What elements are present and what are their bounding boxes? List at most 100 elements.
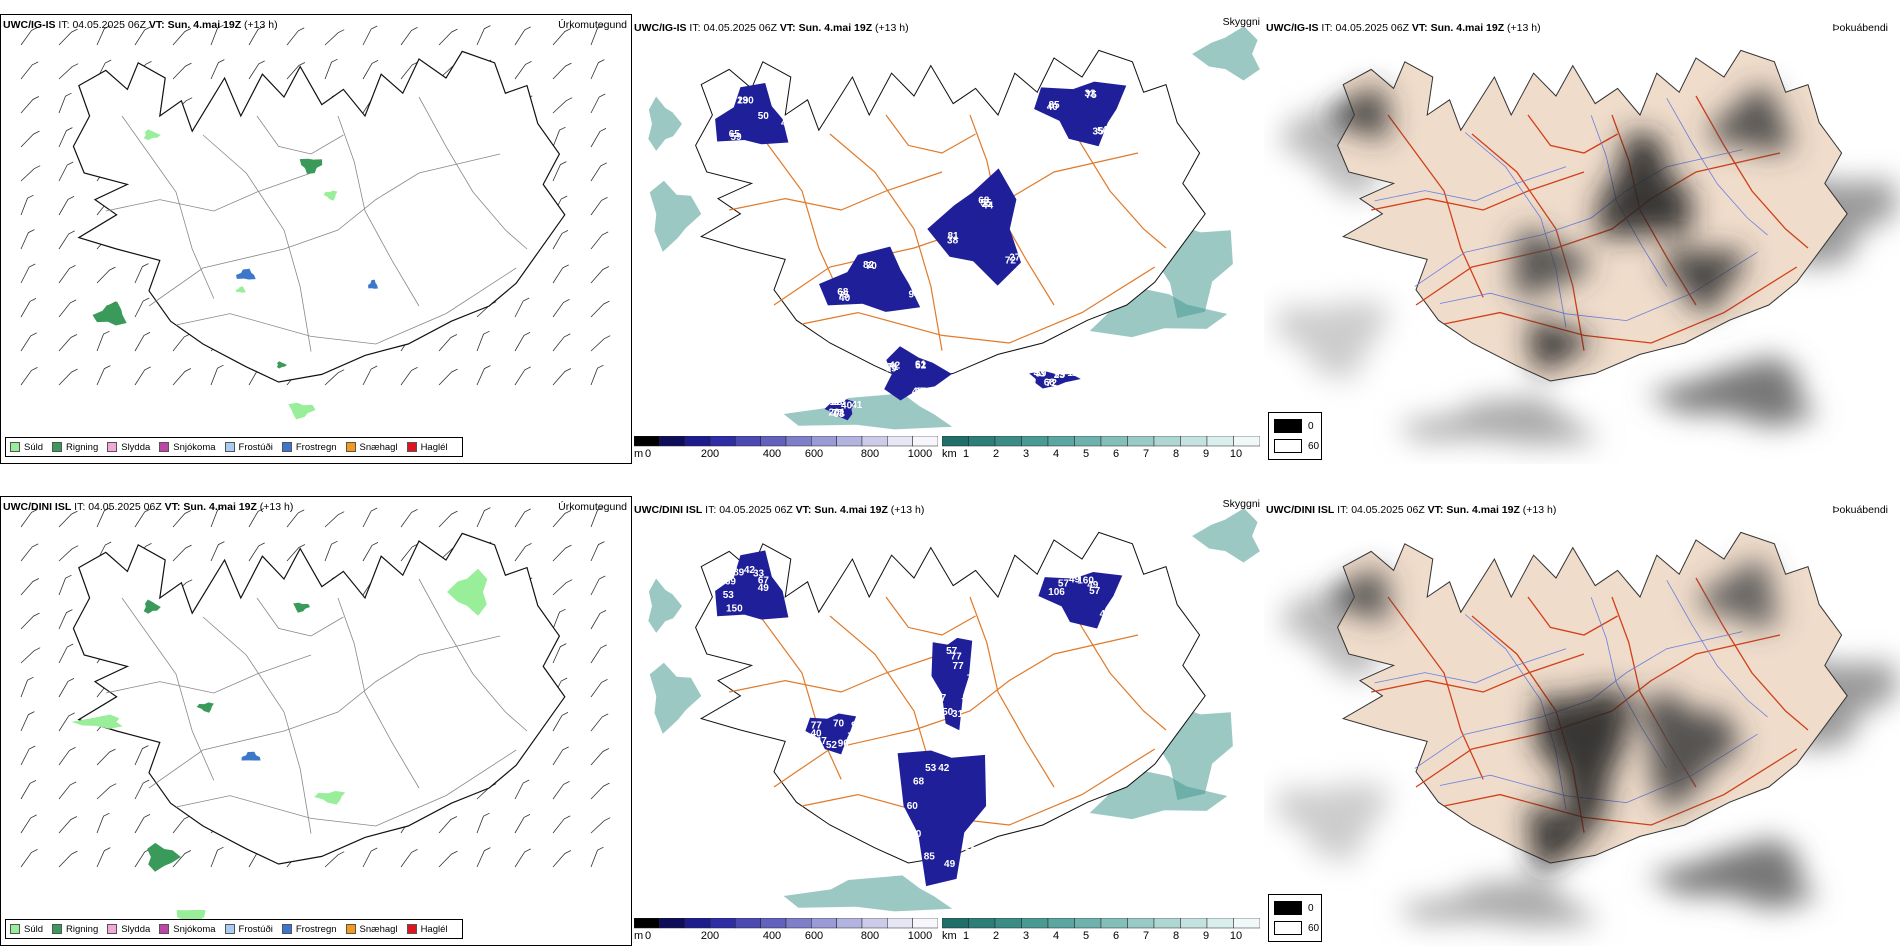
legend-item-frostudi: Frostúði xyxy=(224,442,273,453)
low-cloud-area xyxy=(819,246,921,312)
colorbar-swatch xyxy=(659,436,685,447)
wind-barb xyxy=(20,367,38,386)
legend-item-frostudi: Frostúði xyxy=(224,924,273,935)
wind-barb xyxy=(58,230,75,250)
colorbar-tick: 600 xyxy=(804,930,824,942)
fog-legend-row: 0 xyxy=(1274,419,1314,433)
cloud-base-value-label: 42 xyxy=(938,763,950,774)
colorbar-swatch xyxy=(1127,918,1155,929)
wind-barb xyxy=(286,62,306,80)
cloud-base-value-label: 68 xyxy=(837,287,849,298)
legend-item-sudd: Súld xyxy=(10,924,43,935)
wind-barb xyxy=(248,60,265,80)
legend-item-hagel: Haglél xyxy=(406,924,448,935)
wind-barb xyxy=(20,332,37,352)
cloud-base-value-label: 49 xyxy=(1069,575,1081,586)
precip-type-panel-row2: UWC/DINI ISL IT: 04.05.2025 06Z VT: Sun.… xyxy=(0,496,632,946)
panel-title: UWC/IG-IS IT: 04.05.2025 06Z VT: Sun. 4.… xyxy=(1266,22,1541,34)
wind-barb xyxy=(476,25,491,46)
wind-barb xyxy=(20,509,38,528)
colorbar-swatch xyxy=(1180,918,1208,929)
wind-barb xyxy=(172,815,191,834)
colorbar-tick: 5 xyxy=(1082,930,1090,942)
low-visibility-area xyxy=(783,393,953,430)
colorbar-tick: 200 xyxy=(700,930,720,942)
frostregn-area xyxy=(236,268,256,280)
wind-barb xyxy=(590,713,609,732)
fog-field xyxy=(1524,802,1594,874)
precip-area xyxy=(196,702,214,713)
cloud-base-value-label: 90 xyxy=(838,739,850,750)
colorbar-swatch xyxy=(912,436,938,447)
wind-barb xyxy=(324,511,345,528)
precip-area xyxy=(447,568,488,616)
legend-item-snaehagl: Snæhagl xyxy=(345,924,398,935)
legend-swatch xyxy=(159,442,170,452)
cloud-base-value-label: 40 xyxy=(1047,102,1059,113)
cloud-base-value-label: 40 xyxy=(839,293,851,304)
fog-field xyxy=(1324,85,1393,140)
wind-barb xyxy=(172,850,192,868)
wind-barb xyxy=(362,507,378,528)
cloud-base-value-label: 38 xyxy=(947,236,959,247)
road-line xyxy=(337,597,420,789)
legend-swatch xyxy=(281,924,292,934)
cloud-base-value-label: 35 xyxy=(1092,127,1104,138)
cloud-base-value-label: 50 xyxy=(910,829,922,840)
fog-legend-row: 0 xyxy=(1274,901,1314,915)
legend-swatch xyxy=(107,442,118,452)
low-visibility-area xyxy=(649,180,702,252)
colorbar-swatch xyxy=(942,436,969,447)
cloud-base-value-label: 89 xyxy=(733,568,745,579)
low-visibility-area xyxy=(649,662,702,734)
cloud-base-value-label: 67 xyxy=(935,693,947,704)
precip-area xyxy=(235,286,246,293)
wind-barb xyxy=(58,574,72,596)
wind-barb xyxy=(134,297,150,318)
low-visibility-area xyxy=(648,578,682,633)
low-cloud-area xyxy=(824,399,856,421)
fog-field xyxy=(1695,558,1782,630)
legend-swatch xyxy=(224,442,235,452)
panel-title: UWC/DINI ISL IT: 04.05.2025 06Z VT: Sun.… xyxy=(634,504,925,516)
wind-barb xyxy=(590,846,604,868)
colorbar-swatch xyxy=(994,918,1022,929)
cloud-base-value-label: 127 xyxy=(1067,368,1084,379)
cloud-base-value-label: 70 xyxy=(866,261,878,272)
colorbar-swatch xyxy=(1206,436,1234,447)
wind-barb xyxy=(590,610,607,630)
road-line xyxy=(202,616,312,834)
colorbar-swatch xyxy=(1047,918,1075,929)
colorbar-swatch xyxy=(942,918,969,929)
legend-item-snaehagl: Snæhagl xyxy=(345,442,398,453)
precip-area xyxy=(323,190,338,201)
low-cloud-area xyxy=(931,637,973,731)
wind-barb xyxy=(134,263,149,284)
road-line xyxy=(105,654,312,694)
colorbar-swatch xyxy=(634,436,660,447)
colorbar-swatch xyxy=(1100,436,1128,447)
colorbar-swatch xyxy=(760,436,787,447)
cloud-base-value-label: 42 xyxy=(744,565,756,576)
colorbar-tick: 6 xyxy=(1112,448,1120,460)
wind-barb xyxy=(96,748,116,766)
fog-field xyxy=(1638,690,1742,813)
colorbar-swatch xyxy=(994,436,1022,447)
land-fog-field xyxy=(1324,85,1794,373)
wind-barb xyxy=(590,93,606,114)
wind-barb xyxy=(96,812,110,834)
wind-barb xyxy=(400,509,418,528)
panel-title: UWC/DINI ISL IT: 04.05.2025 06Z VT: Sun.… xyxy=(3,501,294,513)
wind-barb xyxy=(552,850,572,868)
cloud-base-value-label: 57 xyxy=(1089,586,1101,597)
wind-barb xyxy=(590,197,608,216)
cloud-base-value-label: 72 xyxy=(1005,256,1017,267)
wind-barb xyxy=(552,28,572,46)
wind-barb xyxy=(58,747,76,766)
wind-barb xyxy=(514,543,532,562)
wind-barb xyxy=(58,161,74,182)
fog-legend: 0 60 xyxy=(1268,894,1322,942)
wind-barb xyxy=(20,814,37,834)
wind-barb xyxy=(172,368,192,386)
wind-barb xyxy=(58,127,73,148)
